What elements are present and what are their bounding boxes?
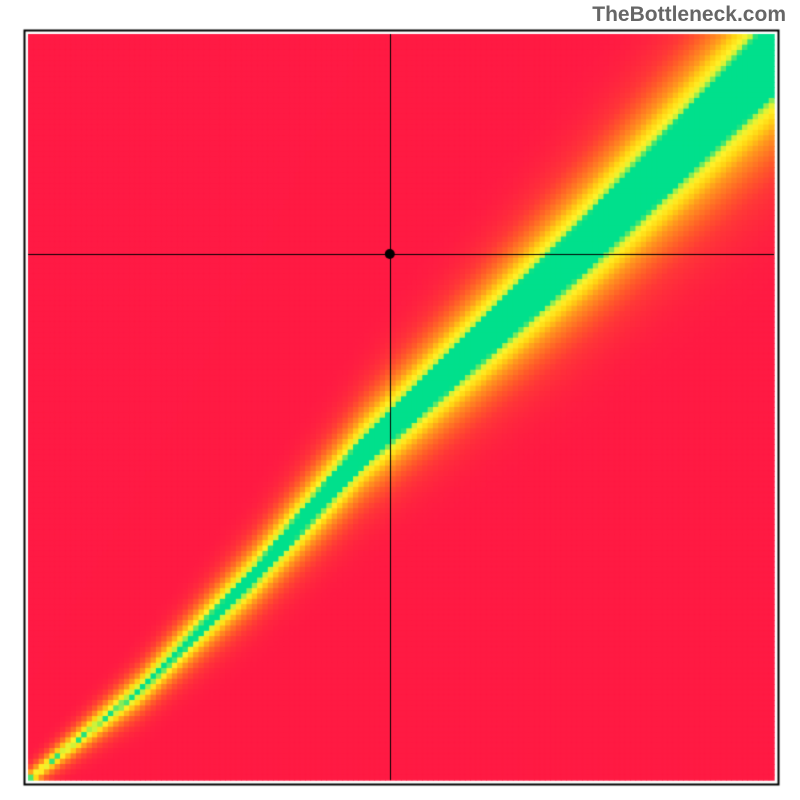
watermark-text: TheBottleneck.com xyxy=(592,3,786,27)
chart-container: TheBottleneck.com xyxy=(0,0,800,800)
bottleneck-heatmap xyxy=(0,0,800,800)
